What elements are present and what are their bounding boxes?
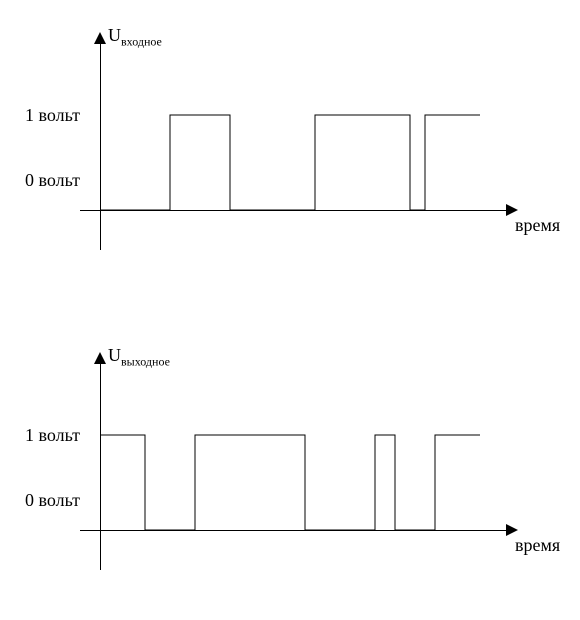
y-axis-title: Uвыходное xyxy=(108,345,170,370)
waveform xyxy=(100,435,500,530)
x-axis-title: время xyxy=(515,535,560,556)
y-label-low: 0 вольт xyxy=(25,170,80,191)
x-axis-title: время xyxy=(515,215,560,236)
y-label-high: 1 вольт xyxy=(25,425,80,446)
y-title-main: U xyxy=(108,345,121,365)
y-label-high: 1 вольт xyxy=(25,105,80,126)
y-axis-title: Uвходное xyxy=(108,25,162,50)
input-voltage-chart: Uвходное время 1 вольт 0 вольт xyxy=(0,20,520,260)
y-title-main: U xyxy=(108,25,121,45)
y-label-low: 0 вольт xyxy=(25,490,80,511)
y-title-sub: выходное xyxy=(121,355,170,369)
waveform xyxy=(100,115,500,210)
output-voltage-chart: Uвыходное время 1 вольт 0 вольт xyxy=(0,340,520,580)
y-title-sub: входное xyxy=(121,35,162,49)
